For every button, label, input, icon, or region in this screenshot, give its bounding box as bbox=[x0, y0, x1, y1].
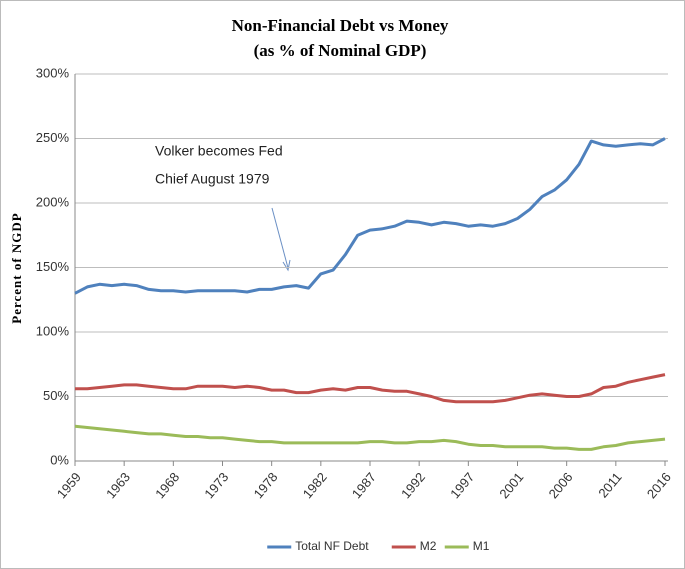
annotation: Chief August 1979 bbox=[155, 171, 270, 187]
y-axis-label: Percent of NGDP bbox=[9, 212, 24, 324]
y-tick-label: 150% bbox=[36, 259, 70, 274]
legend-label: Total NF Debt bbox=[295, 539, 369, 553]
line-series bbox=[74, 137, 666, 295]
y-tick-label: 300% bbox=[36, 65, 70, 80]
annotation-arrow bbox=[271, 207, 289, 269]
y-tick-label: 50% bbox=[43, 388, 69, 403]
annotation: Volker becomes Fed bbox=[155, 143, 283, 159]
legend-label: M2 bbox=[420, 539, 437, 553]
line-series bbox=[75, 373, 666, 404]
legend-label: M1 bbox=[473, 539, 490, 553]
y-tick-label: 100% bbox=[36, 323, 70, 338]
y-tick-label: 250% bbox=[36, 130, 70, 145]
y-tick-label: 0% bbox=[50, 452, 69, 467]
y-tick-label: 200% bbox=[36, 194, 70, 209]
chart-title: Non-Financial Debt vs Money bbox=[232, 16, 449, 35]
annotation-arrowhead bbox=[282, 259, 291, 272]
line-series bbox=[74, 424, 666, 451]
chart-subtitle: (as % of Nominal GDP) bbox=[254, 41, 427, 60]
